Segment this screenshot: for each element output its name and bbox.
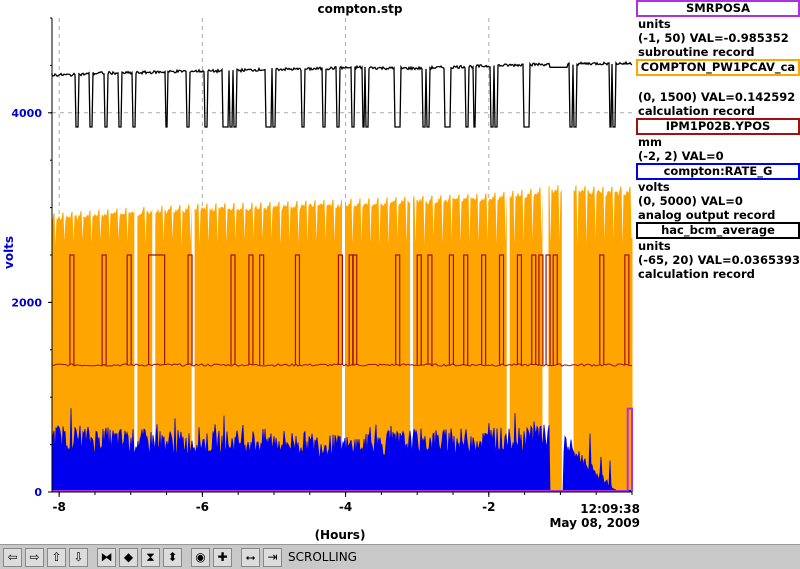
x-tick-label: -8 [52,500,65,514]
series-orange-gap [567,183,574,492]
timestamp-time: 12:09:38 [580,502,640,516]
x-tick-label: -2 [482,500,495,514]
legend-entry-line3: calculation record [638,267,755,281]
series-red-spike [148,254,166,365]
series-red-spike [481,254,487,365]
legend-entry-2[interactable]: IPM1P02B.YPOS mm (-2, 2) VAL=0 [636,118,800,163]
scroll-right-icon[interactable]: ⇨ [25,547,44,567]
legend-entry-line3: calculation record [638,104,755,118]
series-red-spike [126,254,132,365]
series-red-spike [448,254,455,365]
series-red-spike [427,254,433,365]
legend-entry-3[interactable]: compton:RATE_G volts (0, 5000) VAL=0 analog… [636,163,800,222]
legend-entry-line2: (0, 5000) VAL=0 [638,194,743,208]
series-red-spike [230,254,236,365]
legend-entry-name[interactable]: IPM1P02B.YPOS [636,118,800,135]
legend-entry-line2: (-1, 50) VAL=-0.985352 [638,31,789,45]
time-scale-icon[interactable]: ⭤ [241,547,260,567]
series-red-spike [624,254,630,365]
legend-entry-line1: mm [638,135,662,149]
scroll-up-icon[interactable]: ⇧ [47,547,66,567]
series-red-spike [463,254,469,365]
y-axis-label: volts [2,235,16,275]
series-red-spike [516,254,523,365]
scroll-down-icon[interactable]: ⇩ [69,547,88,567]
series-red-spike [552,254,558,365]
zoom-y-in-icon[interactable]: ⧗ [141,547,160,567]
zoom-y-out-icon[interactable]: ⬍ [163,547,182,567]
y-tick-label: 2000 [11,296,42,309]
series-orange-gap [410,183,414,492]
plot-area: 0 2000 4000 -8 -6 -4 -2 [11,17,633,514]
series-red-spike [259,254,265,365]
series-red-spike [538,254,544,365]
series-red-spike [498,254,505,365]
chart-title: compton.stp [317,2,403,16]
series-red-spike [69,254,75,365]
legend-entry-name[interactable]: compton:RATE_G [636,163,800,180]
y-tick-label: 4000 [11,107,42,120]
toolbar: ⇦ ⇨ ⇧ ⇩ ⧓ ◆ ⧗ ⬍ ◉ ✚ ⭤ ⇥ SCROLLING [0,544,800,569]
series-red-spike [248,254,254,365]
legend-entry-4[interactable]: hac_bcm_average units (-65, 20) VAL=0.0365… [636,222,800,281]
series-red-spike [531,254,537,365]
scroll-status: SCROLLING [288,550,357,564]
y-axis-label-text: volts [2,235,16,269]
series-red-spike [416,254,422,365]
series-orange-gap [342,183,345,492]
series-red-spike [545,254,551,365]
legend-entry-line1: volts [638,180,670,194]
add-icon[interactable]: ✚ [213,547,232,567]
legend-entry-line1: units [638,17,671,31]
timestamp: 12:09:38 May 08, 2009 [540,502,640,530]
series-red [51,363,633,367]
series-orange-gap [561,183,568,492]
series-red-spike [294,254,301,365]
legend-entry-name[interactable]: COMPTON_PW1PCAV_ca [636,59,800,76]
series-black [51,60,633,128]
series-red-spike [395,254,401,365]
legend-entry-name[interactable]: hac_bcm_average [636,222,800,239]
zoom-x-out-icon[interactable]: ◆ [119,547,138,567]
series-red-spike [101,254,107,365]
x-axis-label: (Hours) [314,528,366,542]
legend-entry-name[interactable]: SMRPOSA [636,0,800,17]
timestamp-date: May 08, 2009 [549,516,640,530]
x-tick-label: -4 [339,500,352,514]
scroll-left-icon[interactable]: ⇦ [3,547,22,567]
series-red-spike [187,254,193,365]
series-purple [52,407,633,492]
legend: SMRPOSA units (-1, 50) VAL=-0.985352 subrou… [636,0,800,281]
autoscale-icon[interactable]: ◉ [191,547,210,567]
series-orange-gap [134,183,138,492]
x-tick-label: -6 [196,500,209,514]
legend-entry-line2: (0, 1500) VAL=0.142592 [638,90,796,104]
series-red-spike [352,254,358,365]
legend-entry-line1: units [638,239,671,253]
legend-entry-0[interactable]: SMRPOSA units (-1, 50) VAL=-0.985352 subrou… [636,0,800,59]
legend-entry-line1 [636,76,800,90]
series-red-spike [599,254,605,365]
zoom-x-in-icon[interactable]: ⧓ [97,547,116,567]
series-red-spike [337,254,344,365]
series-blue [51,408,632,493]
series-orange-gap [506,183,510,492]
y-tick-label: 0 [34,486,42,499]
legend-entry-line2: (-2, 2) VAL=0 [638,149,724,163]
legend-entry-line3: subroutine record [638,45,755,59]
legend-entry-line2: (-65, 20) VAL=0.0365393 [638,253,800,267]
jump-to-end-icon[interactable]: ⇥ [263,547,282,567]
series-orange-gap [191,183,195,492]
legend-entry-1[interactable]: COMPTON_PW1PCAV_ca (0, 1500) VAL=0.14259… [636,59,800,118]
legend-entry-line3: analog output record [638,208,776,222]
series-orange-gap [152,183,156,492]
